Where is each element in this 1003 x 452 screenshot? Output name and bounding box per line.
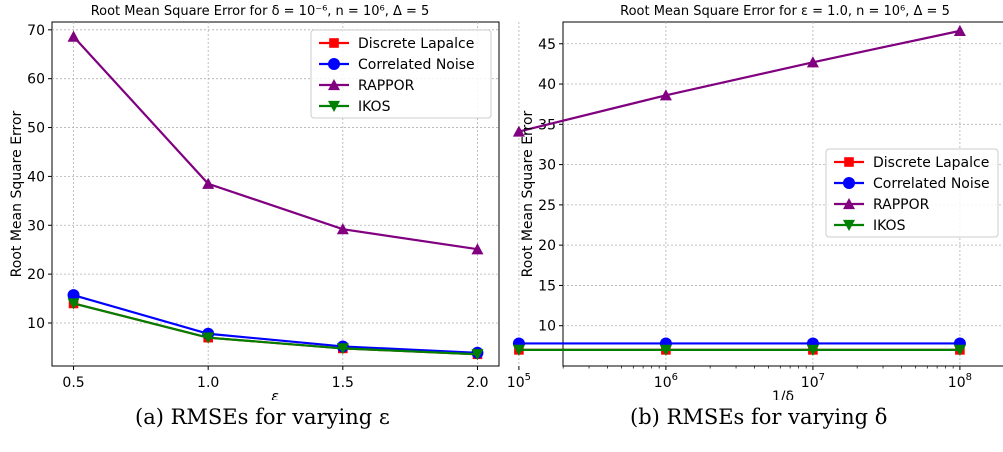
legend-marker <box>328 79 340 91</box>
chart-b-series <box>512 24 966 356</box>
x-tick-label: 107 <box>801 372 825 391</box>
figure-canvas: Root Mean Square Error for δ = 10⁻⁶, n =… <box>9 4 1003 400</box>
y-tick-label: 30 <box>538 158 556 174</box>
legend-label: IKOS <box>873 218 906 234</box>
legend-label: RAPPOR <box>358 78 415 94</box>
series-3-point <box>202 332 215 344</box>
legend-marker <box>329 38 339 48</box>
y-tick-label: 25 <box>538 198 556 214</box>
series-2-point <box>806 56 819 68</box>
y-tick-label: 45 <box>538 37 556 53</box>
chart-a-y-ticks: 10 20 30 40 50 60 70 <box>27 23 52 332</box>
y-tick-label: 50 <box>27 121 45 137</box>
legend-label: IKOS <box>358 99 391 115</box>
caption-a: (a) RMSEs for varying ε <box>135 405 390 429</box>
chart-a: Root Mean Square Error for δ = 10⁻⁶, n =… <box>9 4 500 400</box>
legend-box <box>825 148 999 238</box>
series-3-point <box>806 344 819 356</box>
chart-a-x-ticks: 0.5 1.0 1.5 2.0 <box>62 366 489 391</box>
y-tick-label: 20 <box>27 267 45 283</box>
series-line-2 <box>518 29 961 133</box>
x-tick-label: 106 <box>654 372 678 391</box>
series-line-1 <box>73 294 478 354</box>
series-2-point <box>471 243 484 255</box>
x-tick-label: 105 <box>507 372 531 391</box>
chart-a-x-label: ε <box>271 389 279 400</box>
legend-label: Discrete Lapalce <box>358 36 474 52</box>
chart-a-series <box>67 30 484 361</box>
chart-b-x-label: 1/δ <box>772 389 794 400</box>
x-tick-label: 2.0 <box>466 375 488 391</box>
chart-a-legend: Discrete Lapalce Correlated Noise RAPPOR IK… <box>310 29 492 119</box>
x-tick-label: 1.5 <box>332 375 354 391</box>
series-2-point <box>336 223 349 235</box>
legend-label: Correlated Noise <box>873 176 990 192</box>
series-2-point <box>512 125 525 137</box>
y-tick-label: 40 <box>27 169 45 185</box>
y-tick-label: 10 <box>27 316 45 332</box>
y-tick-label: 70 <box>27 23 45 39</box>
series-3-point <box>67 298 80 310</box>
series-1-point <box>67 289 80 302</box>
series-2-point <box>659 89 672 101</box>
series-3-point <box>471 349 484 361</box>
caption-b: (b) RMSEs for varying δ <box>630 405 888 429</box>
legend-marker <box>328 100 340 112</box>
y-tick-label: 10 <box>538 319 556 335</box>
series-3-point <box>659 344 672 356</box>
chart-a-title: Root Mean Square Error for δ = 10⁻⁶, n =… <box>91 4 430 19</box>
chart-a-y-label: Root Mean Square Error <box>9 110 25 277</box>
series-line-2 <box>72 35 478 251</box>
legend-label: Discrete Lapalce <box>873 155 989 171</box>
y-tick-label: 60 <box>27 72 45 88</box>
series-line-3 <box>73 302 478 356</box>
series-3-point <box>512 344 525 356</box>
y-tick-label: 20 <box>538 238 556 254</box>
chart-b-y-label: Root Mean Square Error <box>520 110 536 277</box>
y-tick-label: 40 <box>538 77 556 93</box>
chart-b-x-ticks: 105 106 107 108 <box>507 366 972 391</box>
legend-marker <box>843 198 855 210</box>
chart-b: Root Mean Square Error for ε = 1.0, n = … <box>507 4 1003 400</box>
series-2-point <box>202 177 215 189</box>
chart-b-legend: Discrete Lapalce Correlated Noise RAPPOR IK… <box>825 148 999 238</box>
legend-marker <box>843 219 855 231</box>
y-tick-label: 30 <box>27 218 45 234</box>
y-tick-label: 15 <box>538 278 556 294</box>
x-tick-label: 1.0 <box>197 375 219 391</box>
series-2-point <box>953 24 966 36</box>
legend-label: RAPPOR <box>873 197 930 213</box>
legend-marker <box>328 58 340 70</box>
x-tick-label: 0.5 <box>62 375 84 391</box>
series-2-point <box>67 30 80 42</box>
x-tick-label: 108 <box>948 372 972 391</box>
legend-marker <box>843 177 855 189</box>
legend-label: Correlated Noise <box>358 57 475 73</box>
series-3-point <box>953 344 966 356</box>
legend-marker <box>844 157 854 167</box>
chart-b-title: Root Mean Square Error for ε = 1.0, n = … <box>620 4 950 19</box>
series-3-point <box>336 343 349 355</box>
legend-box <box>310 29 492 119</box>
